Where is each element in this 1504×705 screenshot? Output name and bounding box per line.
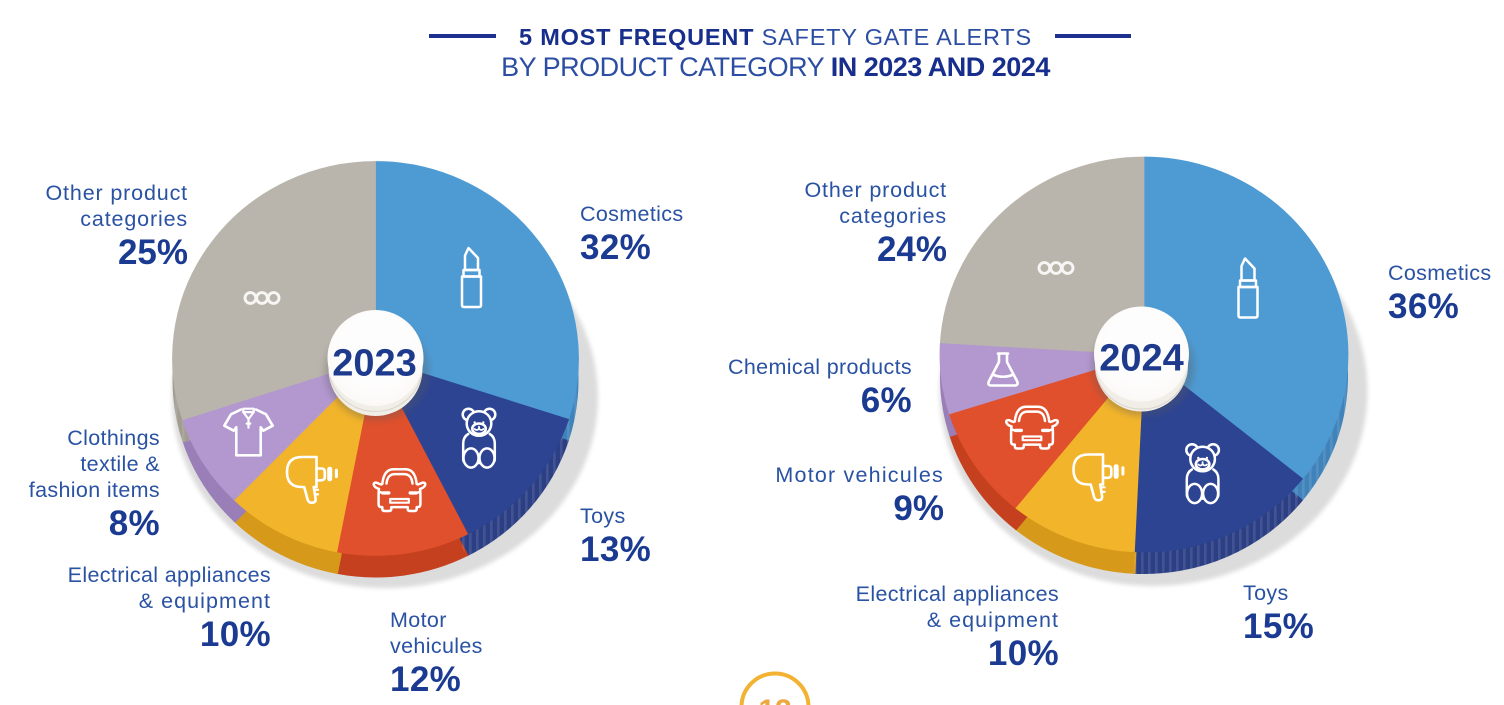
svg-text:12: 12 [758,694,791,705]
svg-text:2024: 2024 [1099,338,1184,380]
svg-text:2023: 2023 [332,343,417,385]
